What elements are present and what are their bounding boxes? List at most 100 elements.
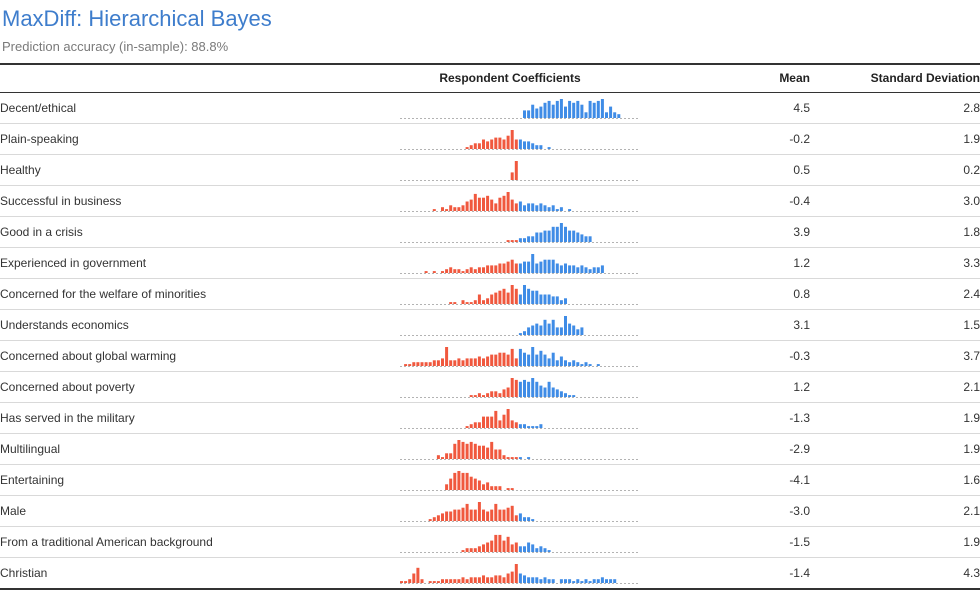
histogram-bar <box>547 323 551 335</box>
histogram-bar <box>453 443 457 459</box>
histogram-bar <box>559 578 563 583</box>
row-mean: -0.2 <box>640 123 810 155</box>
coefficient-histogram-cell <box>380 495 640 527</box>
histogram-bar <box>547 230 551 242</box>
coefficient-histogram-cell <box>380 154 640 186</box>
histogram-bar <box>527 425 531 428</box>
histogram-bar <box>445 208 449 211</box>
histogram-bar <box>539 350 543 366</box>
histogram-bar <box>539 232 543 242</box>
histogram-bar <box>457 439 461 459</box>
histogram-bar <box>482 574 485 583</box>
row-label: Decent/ethical <box>0 92 380 124</box>
table-row: Plain-speaking -0.2 1.9 <box>0 123 980 155</box>
row-mean: 1.2 <box>640 247 810 279</box>
histogram-bar <box>592 578 596 583</box>
histogram-bar <box>482 543 485 552</box>
histogram-bar <box>494 534 498 552</box>
histogram-bar <box>412 361 416 366</box>
histogram-bar <box>568 100 572 118</box>
histogram-bar <box>506 292 510 304</box>
histogram-bar <box>539 294 543 304</box>
histogram-bar <box>506 487 510 490</box>
histogram-bar <box>527 326 531 335</box>
histogram-bar <box>588 235 592 242</box>
histogram-bar <box>502 139 506 149</box>
histogram-bar <box>551 319 555 335</box>
histogram-bar <box>535 144 539 149</box>
table-row: Decent/ethical 4.5 2.8 <box>0 92 980 124</box>
histogram-bar <box>486 297 490 304</box>
coefficient-histogram <box>400 563 640 584</box>
histogram-bar <box>568 394 572 397</box>
histogram-bar <box>424 270 428 273</box>
histogram-bar <box>564 315 567 335</box>
histogram-bar <box>568 208 572 211</box>
coefficient-histogram-cell <box>380 557 640 590</box>
histogram-bar <box>502 454 506 459</box>
histogram-bar <box>494 264 498 273</box>
coefficients-table: Respondent Coefficients Mean Standard De… <box>0 63 980 590</box>
histogram-bar <box>547 578 551 583</box>
histogram-bar <box>461 507 465 521</box>
histogram-bar <box>596 363 600 366</box>
histogram-bar <box>588 580 592 583</box>
histogram-bar <box>486 392 490 397</box>
row-mean: -0.3 <box>640 340 810 372</box>
histogram-bar <box>441 206 444 211</box>
histogram-bar <box>445 483 449 490</box>
histogram-bar <box>576 361 580 366</box>
histogram-bar <box>445 452 449 459</box>
histogram-bar <box>510 259 514 273</box>
row-standard-deviation: 3.7 <box>810 340 980 372</box>
histogram-bar <box>482 197 485 211</box>
row-mean: -4.1 <box>640 464 810 496</box>
histogram-bar <box>523 109 526 118</box>
histogram-bar <box>486 356 490 366</box>
row-standard-deviation: 1.9 <box>810 123 980 155</box>
histogram-bar <box>473 142 477 149</box>
coefficient-histogram-cell <box>380 340 640 372</box>
histogram-bar <box>465 425 469 428</box>
histogram-bar <box>498 137 502 149</box>
histogram-bar <box>510 543 514 552</box>
histogram-bar <box>576 266 580 273</box>
coefficient-histogram <box>400 98 640 119</box>
table-row: Concerned about poverty 1.2 2.1 <box>0 371 980 403</box>
histogram-bar <box>543 102 547 118</box>
histogram-bar <box>514 357 518 366</box>
histogram-bar <box>592 266 596 273</box>
histogram-bar <box>527 381 531 397</box>
histogram-bar <box>473 509 477 521</box>
histogram-bar <box>555 226 559 242</box>
histogram-bar <box>486 511 490 521</box>
histogram-bar <box>510 571 514 583</box>
histogram-bar <box>506 536 510 552</box>
histogram-bar <box>514 139 518 149</box>
histogram-bar <box>543 547 547 552</box>
histogram-bar <box>523 261 526 273</box>
histogram-bar <box>514 379 518 397</box>
row-label: Male <box>0 495 380 527</box>
histogram-bar <box>543 387 547 397</box>
histogram-bar <box>592 102 596 118</box>
histogram-bar <box>490 441 494 459</box>
histogram-bar <box>551 259 555 273</box>
row-standard-deviation: 0.2 <box>810 154 980 186</box>
histogram-bar <box>453 578 457 583</box>
histogram-bar <box>543 259 547 273</box>
histogram-bar <box>506 573 510 583</box>
histogram-bar <box>486 140 490 149</box>
histogram-bar <box>572 230 576 242</box>
histogram-bar <box>514 160 518 180</box>
histogram-bar <box>445 268 449 273</box>
histogram-bar <box>490 485 494 490</box>
histogram-bar <box>445 346 449 366</box>
histogram-bar <box>547 357 551 366</box>
row-label: Experienced in government <box>0 247 380 279</box>
histogram-bar <box>490 354 494 366</box>
histogram-bar <box>502 509 506 521</box>
histogram-bar <box>416 567 420 583</box>
histogram-bar <box>457 357 461 366</box>
coefficient-histogram <box>400 284 640 305</box>
